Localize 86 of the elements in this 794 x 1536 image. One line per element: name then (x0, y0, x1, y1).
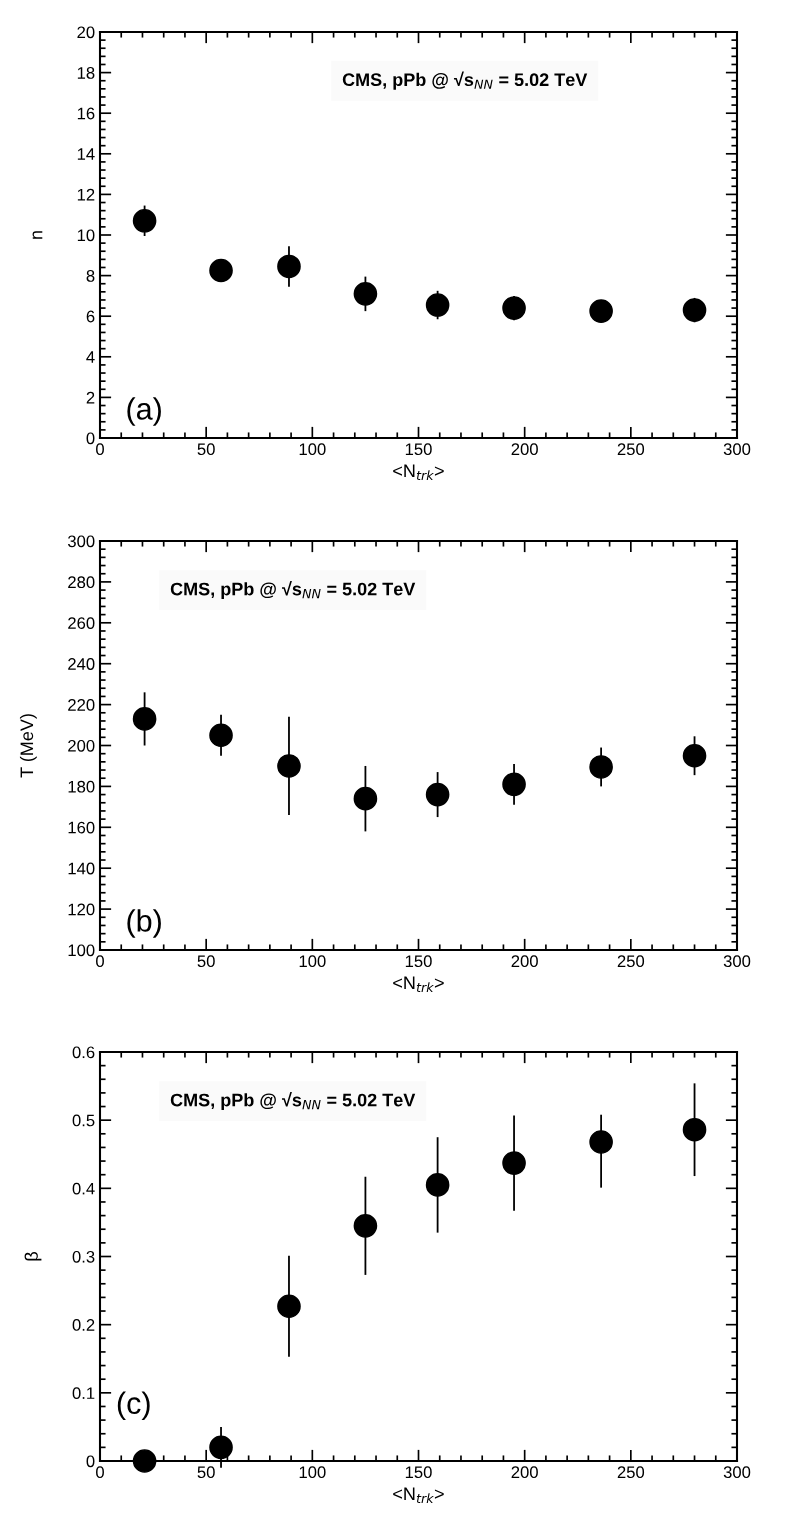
point (425, 1173, 450, 1197)
point (209, 723, 233, 748)
y-tick-label: 16 (77, 107, 95, 120)
x-tick-label: 50 (197, 955, 215, 968)
x-tick-label: 250 (617, 443, 645, 456)
y-tick-label: 6 (86, 310, 95, 323)
point (589, 299, 613, 323)
y-tick-label: 8 (86, 270, 95, 282)
x-tick-label: 50 (197, 1466, 215, 1479)
y-tick-label: 14 (77, 148, 95, 160)
point (502, 1151, 526, 1175)
y-tick-label: 120 (68, 903, 95, 916)
y-tick-label: 10 (77, 229, 95, 242)
point (209, 1435, 233, 1460)
y-axis-title: β (24, 1252, 42, 1261)
annotation: CMS, pPb @ √s$_{NN}$ = 5.02 TeV (170, 580, 416, 599)
x-axis-title: <N$_{trk}$> (393, 464, 444, 480)
x-tick-label: 150 (405, 443, 432, 456)
y-tick-label: 140 (68, 862, 95, 875)
x-tick-label: 100 (299, 1466, 326, 1479)
y-tick-label: 18 (77, 67, 95, 79)
y-axis-title: n (32, 231, 43, 239)
point (277, 254, 301, 279)
point (277, 754, 301, 778)
x-tick-label: 250 (617, 955, 645, 968)
annotation: CMS, pPb @ √s$_{NN}$ = 5.02 TeV (342, 71, 588, 90)
x-tick-label: 250 (617, 1466, 645, 1479)
annotation: (b) (127, 909, 161, 938)
y-tick-label: 200 (68, 739, 95, 752)
point (353, 786, 378, 811)
x-axis-title: <N$_{trk}$> (393, 1487, 444, 1503)
point (425, 293, 450, 317)
x-tick-label: 100 (299, 443, 326, 456)
y-tick-label: 4 (86, 351, 95, 363)
point (132, 208, 157, 233)
x-tick-label: 150 (405, 1466, 432, 1479)
point (353, 282, 378, 306)
x-axis-title: <N$_{trk}$> (393, 976, 444, 992)
point (502, 772, 526, 797)
x-tick-label: 300 (723, 443, 751, 456)
y-tick-label: 0.6 (72, 1046, 95, 1059)
x-tick-label: 300 (723, 955, 751, 968)
annotation: CMS, pPb @ √s$_{NN}$ = 5.02 TeV (170, 1091, 416, 1110)
y-tick-label: 260 (68, 617, 95, 629)
point (682, 743, 707, 768)
point (425, 782, 450, 807)
point (589, 1130, 613, 1154)
y-tick-label: 160 (68, 821, 95, 834)
y-tick-label: 220 (68, 699, 95, 711)
y-tick-label: 0.3 (72, 1250, 95, 1263)
y-tick-label: 0.5 (72, 1114, 95, 1127)
x-tick-label: 200 (511, 1466, 538, 1479)
annotation: (c) (117, 1391, 150, 1421)
point (682, 298, 707, 322)
y-tick-label: 12 (77, 188, 95, 201)
x-tick-label: 100 (299, 955, 326, 968)
point (132, 1449, 157, 1473)
x-tick-label: 0 (96, 955, 104, 968)
y-tick-label: 100 (68, 944, 95, 957)
x-tick-label: 50 (197, 443, 215, 456)
y-tick-label: 2 (86, 391, 95, 404)
x-tick-label: 200 (511, 443, 538, 456)
x-tick-label: 300 (723, 1466, 751, 1479)
y-tick-label: 0.1 (72, 1387, 95, 1400)
point (353, 1214, 378, 1238)
y-tick-label: 280 (68, 576, 95, 589)
annotation: (a) (127, 397, 161, 426)
point (589, 755, 613, 779)
y-tick-label: 0.4 (72, 1182, 95, 1195)
y-tick-label: 0 (86, 432, 95, 445)
x-tick-label: 0 (96, 443, 104, 456)
y-tick-label: 0.2 (72, 1319, 95, 1331)
y-tick-label: 300 (67, 535, 95, 548)
point (277, 1294, 301, 1319)
y-tick-label: 180 (68, 780, 95, 793)
point (502, 296, 526, 320)
x-tick-label: 0 (96, 1466, 104, 1479)
y-tick-label: 0 (86, 1455, 95, 1468)
y-tick-label: 240 (68, 658, 95, 670)
x-tick-label: 200 (511, 955, 538, 968)
y-tick-label: 20 (77, 26, 95, 39)
y-axis-title: T (MeV) (19, 714, 37, 778)
x-tick-label: 150 (405, 955, 432, 968)
point (132, 707, 157, 731)
point (209, 258, 233, 283)
point (682, 1117, 707, 1142)
